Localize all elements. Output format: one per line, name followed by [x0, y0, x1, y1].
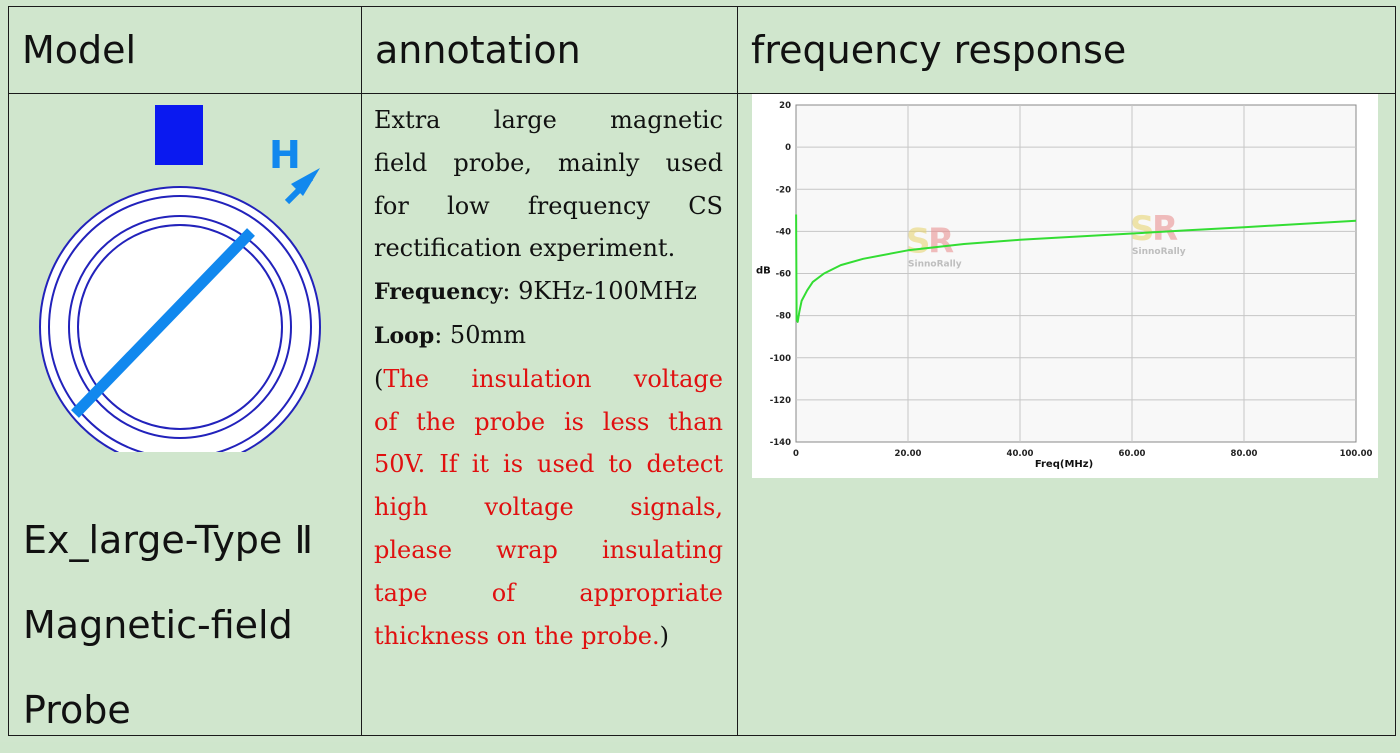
y-tick-label: -120: [770, 396, 791, 406]
y-tick-label: -60: [776, 270, 791, 280]
description-line: Extra large magnetic: [374, 106, 723, 134]
header-row: Model annotation frequency response: [8, 6, 1396, 94]
header-annotation: annotation: [361, 6, 738, 94]
response-curve: [795, 214, 1357, 323]
model-name-line: Probe: [23, 688, 131, 732]
x-tick-label: 20.00: [895, 449, 922, 459]
x-tick-label: 60.00: [1119, 449, 1146, 459]
description-line: field probe, mainly used: [374, 148, 723, 177]
annotation-cell: Extra large magnetic field probe, mainly…: [361, 93, 738, 736]
y-tick-label: -80: [776, 312, 791, 322]
probe-icon: H: [39, 105, 321, 452]
x-axis-label: Freq(MHz): [1035, 459, 1093, 470]
note-close-paren: ): [659, 621, 670, 650]
warning-note-line: (The insulation voltage: [374, 364, 723, 393]
description-line: for low frequency CS: [374, 191, 723, 220]
x-tick-label: 0: [793, 449, 799, 459]
probe-field-letter: H: [269, 133, 301, 177]
y-tick-label: -140: [770, 438, 791, 448]
y-tick-label: 20: [779, 101, 791, 111]
warning-note-line: of the probe is less than: [374, 407, 723, 436]
warning-note-line: 50V. If it is used to detect: [374, 450, 723, 479]
header-frequency-response: frequency response: [737, 6, 1396, 94]
warning-note-line: thickness on the probe.): [374, 621, 670, 650]
warning-note-line: high voltage signals,: [374, 493, 723, 522]
watermark-logo: S: [906, 221, 931, 261]
watermark-text: SinnoRally: [1132, 247, 1186, 257]
header-model: Model: [8, 6, 362, 94]
watermark-logo: S: [1130, 209, 1155, 249]
note-open-paren: (: [374, 364, 384, 393]
frequency-spec: Frequency: 9KHz-100MHz: [374, 270, 723, 314]
loop-spec: Loop: 50mm: [374, 314, 723, 358]
model-cell: H Ex_large-Type Ⅱ Magnetic-field Probe: [8, 93, 362, 736]
model-name-line: Magnetic-field: [23, 603, 293, 647]
warning-note-line: tape of appropriate: [374, 578, 723, 607]
frequency-value: : 9KHz-100MHz: [502, 277, 697, 306]
x-tick-label: 40.00: [1007, 449, 1034, 459]
watermark-logo: R: [1152, 209, 1178, 249]
description-line: rectification experiment.: [374, 234, 676, 263]
model-name: Ex_large-Type Ⅱ Magnetic-field Probe: [23, 498, 353, 753]
loop-label: Loop: [374, 322, 435, 349]
model-name-line: Ex_large-Type Ⅱ: [23, 518, 314, 562]
frequency-response-chart: 0 20.00 40.00 60.00 80.00 100.00 20 0 -20 -40 -60 -…: [752, 94, 1378, 478]
watermark-logo: R: [928, 221, 954, 261]
warning-note-line: please wrap insulating: [374, 535, 723, 564]
frequency-response-plot: 0 20.00 40.00 60.00 80.00 100.00 20 0 -20 -40 -60 -…: [756, 101, 1373, 470]
watermark-text: SinnoRally: [908, 259, 962, 269]
y-tick-label: -20: [776, 185, 791, 195]
y-axis-label: dB: [756, 266, 771, 277]
loop-value: : 50mm: [434, 320, 526, 349]
x-tick-label: 80.00: [1231, 449, 1258, 459]
y-tick-label: 0: [785, 143, 791, 153]
frequency-label: Frequency: [374, 279, 503, 306]
x-tick-label: 100.00: [1340, 449, 1373, 459]
y-tick-label: -100: [770, 354, 791, 364]
y-tick-label: -40: [776, 227, 791, 237]
